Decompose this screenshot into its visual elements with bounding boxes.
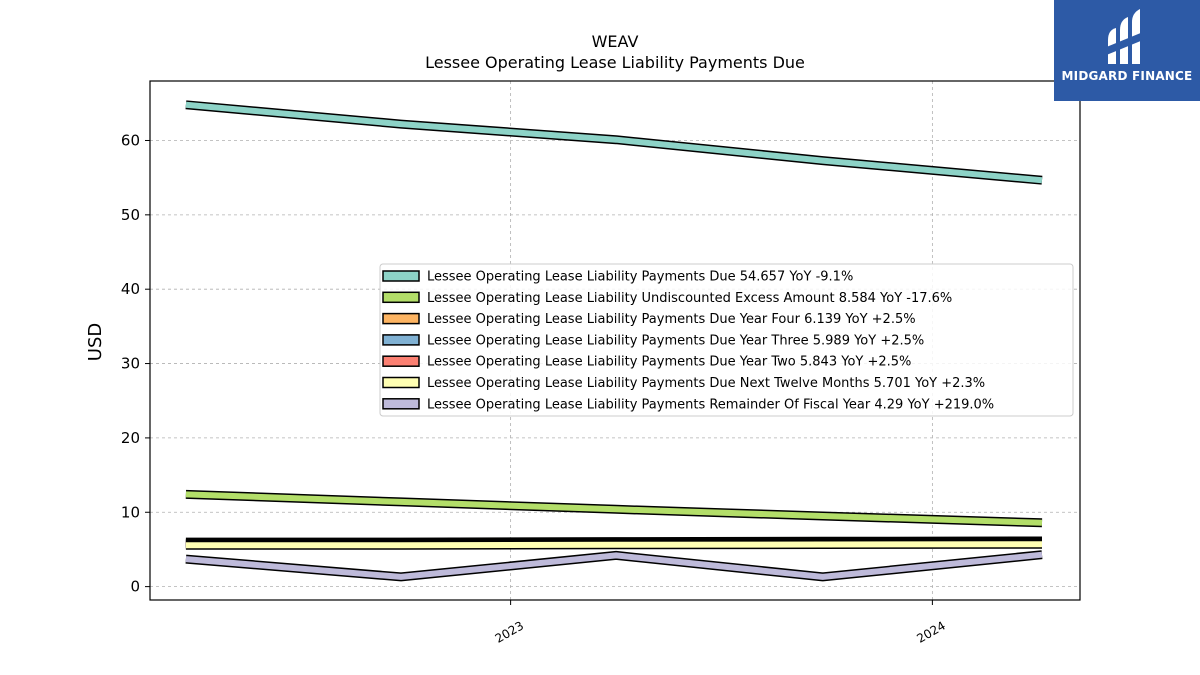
y-tick-label: 10 xyxy=(121,503,140,521)
series-line xyxy=(185,550,1043,582)
legend-label: Lessee Operating Lease Liability Payment… xyxy=(427,312,916,327)
y-tick-label: 40 xyxy=(121,280,140,298)
brand-name: MIDGARD FINANCE xyxy=(1061,69,1193,83)
y-axis-label: USD xyxy=(85,323,106,361)
legend-label: Lessee Operating Lease Liability Payment… xyxy=(427,333,924,348)
legend-swatch xyxy=(382,398,420,410)
y-tick-label: 60 xyxy=(121,131,140,149)
series-line xyxy=(185,489,1043,528)
brand-logo: MIDGARD FINANCE xyxy=(1054,0,1200,101)
legend-swatch xyxy=(382,291,420,304)
series-line-fill xyxy=(185,101,1043,184)
series-line-fill xyxy=(185,541,1043,549)
series-line-fill xyxy=(185,491,1043,526)
legend-item: Lessee Operating Lease Liability Payment… xyxy=(382,355,911,370)
legend-swatch xyxy=(382,312,420,325)
y-tick-label: 50 xyxy=(121,206,140,224)
legend-item: Lessee Operating Lease Liability Payment… xyxy=(382,376,985,391)
y-tick-label: 30 xyxy=(121,355,140,373)
legend-label: Lessee Operating Lease Liability Payment… xyxy=(427,376,985,391)
x-tick-label: 2023 xyxy=(493,618,526,645)
legend-item: Lessee Operating Lease Liability Payment… xyxy=(382,312,916,327)
series-line-fill xyxy=(185,551,1043,580)
legend-item: Lessee Operating Lease Liability Undisco… xyxy=(382,291,952,306)
y-tick-label: 0 xyxy=(130,578,140,596)
legend-swatch xyxy=(382,270,420,282)
legend-item: Lessee Operating Lease Liability Payment… xyxy=(382,333,924,348)
y-tick-label: 20 xyxy=(121,429,140,447)
legend-swatch xyxy=(382,334,420,346)
legend-label: Lessee Operating Lease Liability Payment… xyxy=(427,270,853,285)
legend-label: Lessee Operating Lease Liability Payment… xyxy=(427,355,911,370)
chart-title: WEAV xyxy=(592,32,639,51)
y-axis: 0 10 20 30 40 50 60 xyxy=(121,131,150,596)
legend-box xyxy=(379,263,1074,417)
legend-swatch xyxy=(382,376,420,389)
series-line xyxy=(185,539,1043,550)
legend-item: Lessee Operating Lease Liability Payment… xyxy=(382,270,853,285)
series-lines xyxy=(185,100,1043,582)
plot-frame xyxy=(149,80,1081,601)
legend-label: Lessee Operating Lease Liability Undisco… xyxy=(427,291,952,306)
x-axis: 2023 2024 xyxy=(493,600,948,646)
legend-label: Lessee Operating Lease Liability Payment… xyxy=(427,397,994,412)
series-line xyxy=(185,100,1043,185)
legend-item: Lessee Operating Lease Liability Payment… xyxy=(382,397,994,412)
legend-swatch xyxy=(382,355,420,367)
chart-subtitle: Lessee Operating Lease Liability Payment… xyxy=(425,53,805,72)
legend: Lessee Operating Lease Liability Payment… xyxy=(379,263,1074,417)
midgard-logo-icon xyxy=(1104,9,1148,64)
x-tick-label: 2024 xyxy=(914,618,947,645)
